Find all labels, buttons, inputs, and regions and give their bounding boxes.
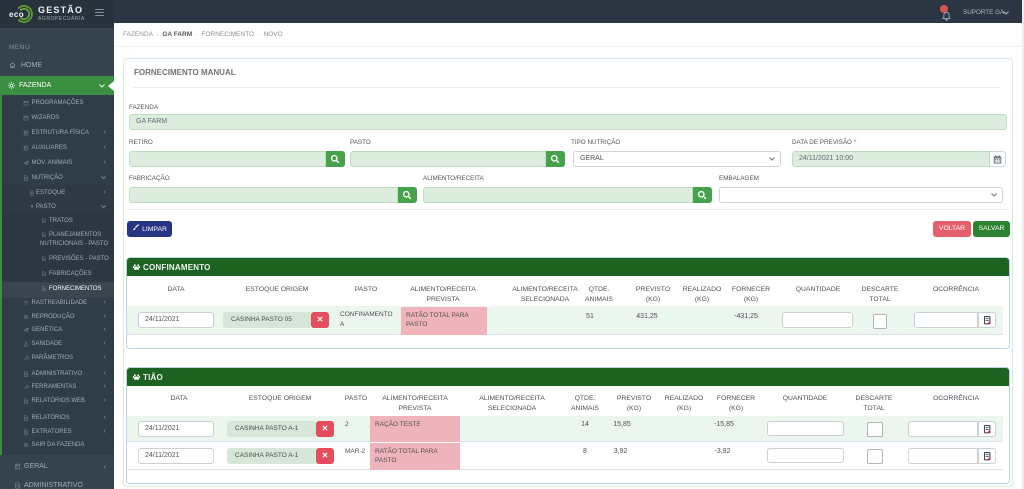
svg-text:eco: eco	[9, 10, 24, 19]
